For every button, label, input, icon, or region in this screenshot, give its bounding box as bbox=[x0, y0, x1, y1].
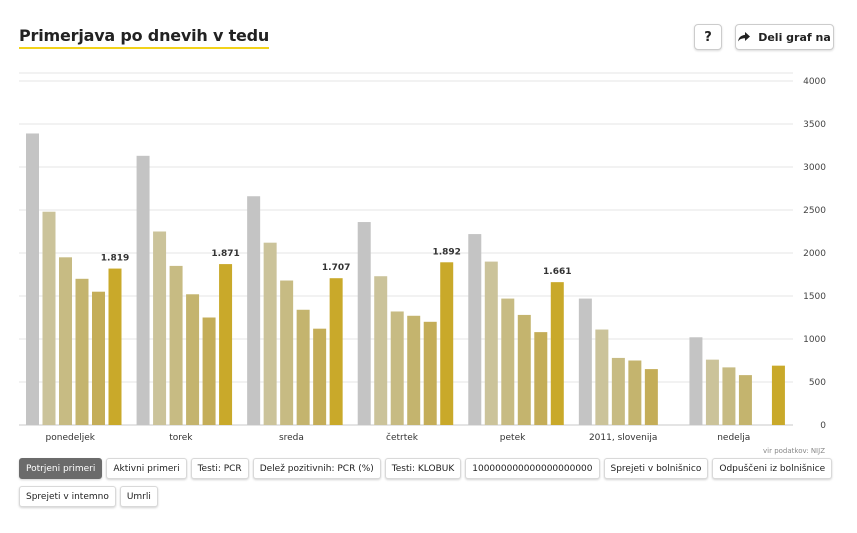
y-tick-label: 4000 bbox=[803, 77, 826, 87]
bar[interactable] bbox=[169, 265, 183, 425]
bar[interactable] bbox=[263, 242, 277, 425]
bar[interactable] bbox=[374, 276, 388, 425]
x-tick-label: ponedeljek bbox=[46, 433, 96, 443]
data-label: 1.871 bbox=[211, 249, 239, 259]
share-label: Deli graf na bbox=[758, 30, 831, 44]
x-tick-label: četrtek bbox=[386, 432, 419, 443]
bar[interactable] bbox=[108, 268, 122, 425]
bar[interactable] bbox=[92, 291, 105, 425]
bar[interactable] bbox=[42, 211, 56, 425]
y-tick-label: 0 bbox=[820, 421, 826, 431]
metric-buttons-row-1: Potrjeni primeri Aktivni primeri Testi: PC… bbox=[19, 458, 833, 479]
data-label: 1.819 bbox=[101, 254, 129, 264]
metric-button[interactable]: Aktivni primeri bbox=[106, 458, 187, 479]
x-tick-label: nedelja bbox=[717, 433, 750, 443]
bar[interactable] bbox=[722, 367, 736, 425]
bar[interactable] bbox=[550, 282, 564, 425]
bar[interactable] bbox=[423, 321, 437, 425]
bar[interactable] bbox=[202, 317, 216, 426]
metric-button[interactable]: Odpuščeni iz bolnišnice bbox=[712, 458, 833, 479]
bar[interactable] bbox=[578, 298, 592, 425]
y-tick-label: 2000 bbox=[803, 249, 826, 259]
bar[interactable] bbox=[644, 369, 658, 425]
metric-buttons-row-2: Sprejeti v intemno Umrli bbox=[19, 486, 158, 507]
data-source: vir podatkov: NIJZ bbox=[763, 447, 825, 455]
x-tick-label: petek bbox=[500, 433, 526, 443]
x-tick-label: torek bbox=[169, 433, 193, 443]
y-tick-label: 1500 bbox=[803, 292, 826, 302]
metric-button[interactable]: 100000000000000000000 bbox=[465, 458, 600, 479]
bar[interactable] bbox=[595, 329, 609, 425]
bar[interactable] bbox=[329, 278, 343, 425]
x-tick-label: 2011, slovenija bbox=[589, 433, 657, 443]
metric-button[interactable]: Sprejeti v bolnišnico bbox=[603, 458, 709, 479]
help-button[interactable]: ? bbox=[694, 24, 722, 50]
bar[interactable] bbox=[517, 314, 531, 425]
bar[interactable] bbox=[501, 298, 515, 425]
bar[interactable] bbox=[771, 365, 785, 425]
y-tick-label: 500 bbox=[809, 378, 826, 388]
bar[interactable] bbox=[136, 155, 150, 425]
bar[interactable] bbox=[280, 280, 294, 425]
metric-button[interactable]: Testi: PCR bbox=[190, 458, 249, 479]
metric-button[interactable]: Potrjeni primeri bbox=[19, 458, 103, 479]
bar[interactable] bbox=[440, 262, 454, 425]
metric-button[interactable]: Testi: KLOBUK bbox=[384, 458, 462, 479]
y-tick-label: 3000 bbox=[803, 163, 826, 173]
chart-title: Primerjava po dnevih v tedu bbox=[19, 26, 269, 49]
y-tick-label: 3500 bbox=[803, 120, 826, 130]
bar[interactable] bbox=[611, 357, 625, 425]
bar[interactable] bbox=[153, 231, 167, 426]
bar[interactable] bbox=[313, 328, 327, 425]
x-tick-label: sreda bbox=[279, 433, 304, 443]
bar[interactable] bbox=[689, 337, 703, 425]
bar[interactable] bbox=[59, 257, 72, 425]
data-label: 1.707 bbox=[322, 263, 350, 273]
bar[interactable] bbox=[534, 332, 548, 425]
bar[interactable] bbox=[186, 294, 200, 425]
help-label: ? bbox=[704, 29, 712, 45]
bar[interactable] bbox=[468, 234, 482, 425]
bar[interactable] bbox=[705, 359, 719, 425]
share-button[interactable]: Deli graf na bbox=[735, 24, 834, 50]
bar[interactable] bbox=[484, 261, 498, 425]
bar[interactable] bbox=[407, 315, 421, 425]
bar[interactable] bbox=[296, 309, 310, 425]
y-tick-label: 2500 bbox=[803, 206, 826, 216]
y-tick-label: 1000 bbox=[803, 335, 826, 345]
bar[interactable] bbox=[247, 196, 261, 425]
metric-button[interactable]: Sprejeti v intemno bbox=[19, 486, 116, 507]
data-label: 1.661 bbox=[543, 267, 571, 277]
bar[interactable] bbox=[390, 311, 404, 425]
bar[interactable] bbox=[357, 222, 371, 425]
bar[interactable] bbox=[738, 375, 752, 425]
bar[interactable] bbox=[628, 360, 642, 426]
bar[interactable] bbox=[219, 264, 233, 425]
bar[interactable] bbox=[26, 133, 39, 425]
share-arrow-icon bbox=[738, 32, 751, 42]
metric-button[interactable]: Delež pozitivnih: PCR (%) bbox=[252, 458, 381, 479]
metric-button[interactable]: Umrli bbox=[119, 486, 158, 507]
bar[interactable] bbox=[75, 278, 89, 425]
data-label: 1.892 bbox=[432, 247, 460, 257]
